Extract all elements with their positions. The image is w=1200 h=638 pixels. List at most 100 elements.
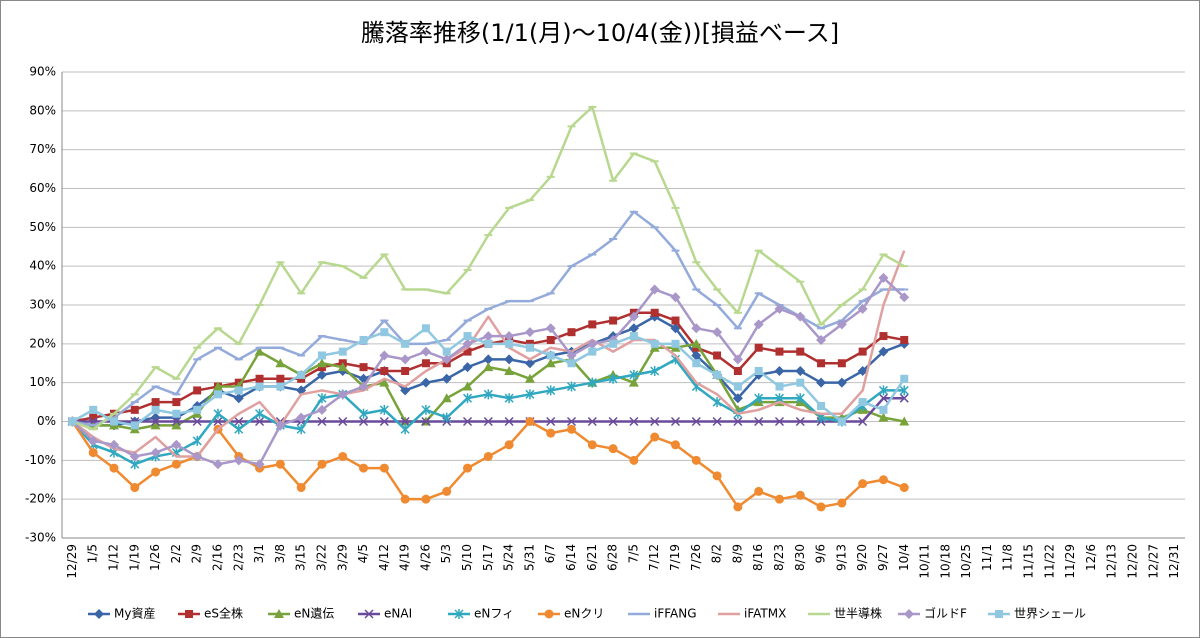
marker [379, 404, 389, 415]
marker [130, 405, 139, 414]
x-tick-label: 10/11 [918, 544, 932, 579]
x-tick-label: 7/5 [626, 544, 640, 563]
marker [733, 416, 743, 427]
marker [628, 377, 639, 387]
marker [883, 305, 884, 306]
marker [713, 351, 722, 360]
x-tick-label: 12/29 [65, 544, 79, 579]
marker [546, 385, 556, 396]
x-tick-label: 3/29 [335, 544, 349, 571]
marker [68, 417, 77, 426]
marker [550, 347, 551, 348]
marker [546, 416, 556, 427]
x-tick-label: 5/17 [481, 544, 495, 571]
marker [878, 393, 888, 403]
marker [857, 303, 868, 314]
marker [296, 483, 306, 493]
marker [301, 394, 302, 395]
marker [483, 354, 494, 365]
x-tick-label: 11/8 [1001, 544, 1015, 571]
legend-label: My資産 [114, 606, 155, 621]
marker [775, 382, 784, 391]
marker [400, 494, 410, 504]
marker [151, 405, 160, 414]
legend-label: iFFANG [654, 607, 697, 621]
series [68, 210, 909, 427]
marker [613, 351, 614, 352]
marker [879, 332, 888, 341]
marker [795, 490, 805, 500]
y-tick-label: 60% [29, 181, 56, 195]
x-tick-label: 11/22 [1042, 544, 1056, 579]
marker [733, 502, 743, 512]
marker [795, 416, 805, 427]
marker [296, 412, 307, 423]
y-tick-label: 0% [37, 414, 56, 428]
marker [442, 412, 452, 423]
marker [254, 459, 265, 470]
marker [857, 366, 868, 377]
marker [441, 393, 452, 403]
marker [151, 416, 161, 427]
marker [712, 416, 722, 427]
marker [524, 358, 535, 369]
marker [904, 250, 905, 251]
x-tick-label: 6/7 [543, 544, 557, 563]
marker [483, 451, 493, 461]
marker [878, 272, 889, 283]
marker [276, 374, 285, 383]
marker [567, 328, 576, 337]
x-tick-label: 8/2 [710, 544, 724, 563]
marker [878, 475, 888, 485]
legend-marker [364, 609, 374, 619]
x-tick-label: 12/20 [1126, 544, 1140, 579]
marker [359, 408, 369, 419]
marker [234, 416, 244, 427]
marker [233, 455, 244, 466]
marker [754, 367, 763, 376]
x-tick-label: 8/16 [751, 544, 765, 571]
marker [255, 416, 265, 427]
marker [193, 405, 202, 414]
marker [816, 377, 827, 388]
marker [899, 483, 909, 493]
marker [566, 381, 577, 392]
marker [462, 381, 473, 391]
marker [192, 435, 202, 446]
y-tick-label: -20% [25, 492, 56, 506]
marker [567, 359, 576, 368]
legend-marker [995, 610, 1003, 618]
x-tick-label: 7/12 [647, 544, 661, 571]
marker [233, 393, 244, 404]
marker [816, 334, 827, 345]
x-tick-label: 12/31 [1167, 544, 1181, 579]
marker [837, 417, 846, 426]
marker [675, 355, 676, 356]
marker [317, 459, 327, 469]
marker [150, 447, 161, 458]
marker [524, 327, 535, 338]
marker [171, 416, 181, 427]
marker [566, 416, 577, 427]
legend-marker [185, 610, 193, 618]
marker [587, 440, 597, 450]
marker [89, 413, 98, 422]
marker [150, 420, 161, 430]
marker [317, 416, 327, 427]
marker [316, 404, 327, 415]
y-tick-label: 90% [29, 65, 56, 79]
marker [234, 424, 244, 435]
marker [384, 378, 385, 379]
marker [255, 374, 264, 383]
marker [316, 358, 327, 368]
marker [338, 451, 348, 461]
y-tick-label: 70% [29, 142, 56, 156]
marker [524, 373, 535, 383]
marker [713, 370, 722, 379]
marker [217, 429, 218, 430]
marker [899, 393, 909, 403]
marker [774, 366, 785, 377]
x-tick-label: 5/31 [522, 544, 536, 571]
x-tick-label: 9/6 [814, 544, 828, 563]
series [67, 354, 909, 470]
